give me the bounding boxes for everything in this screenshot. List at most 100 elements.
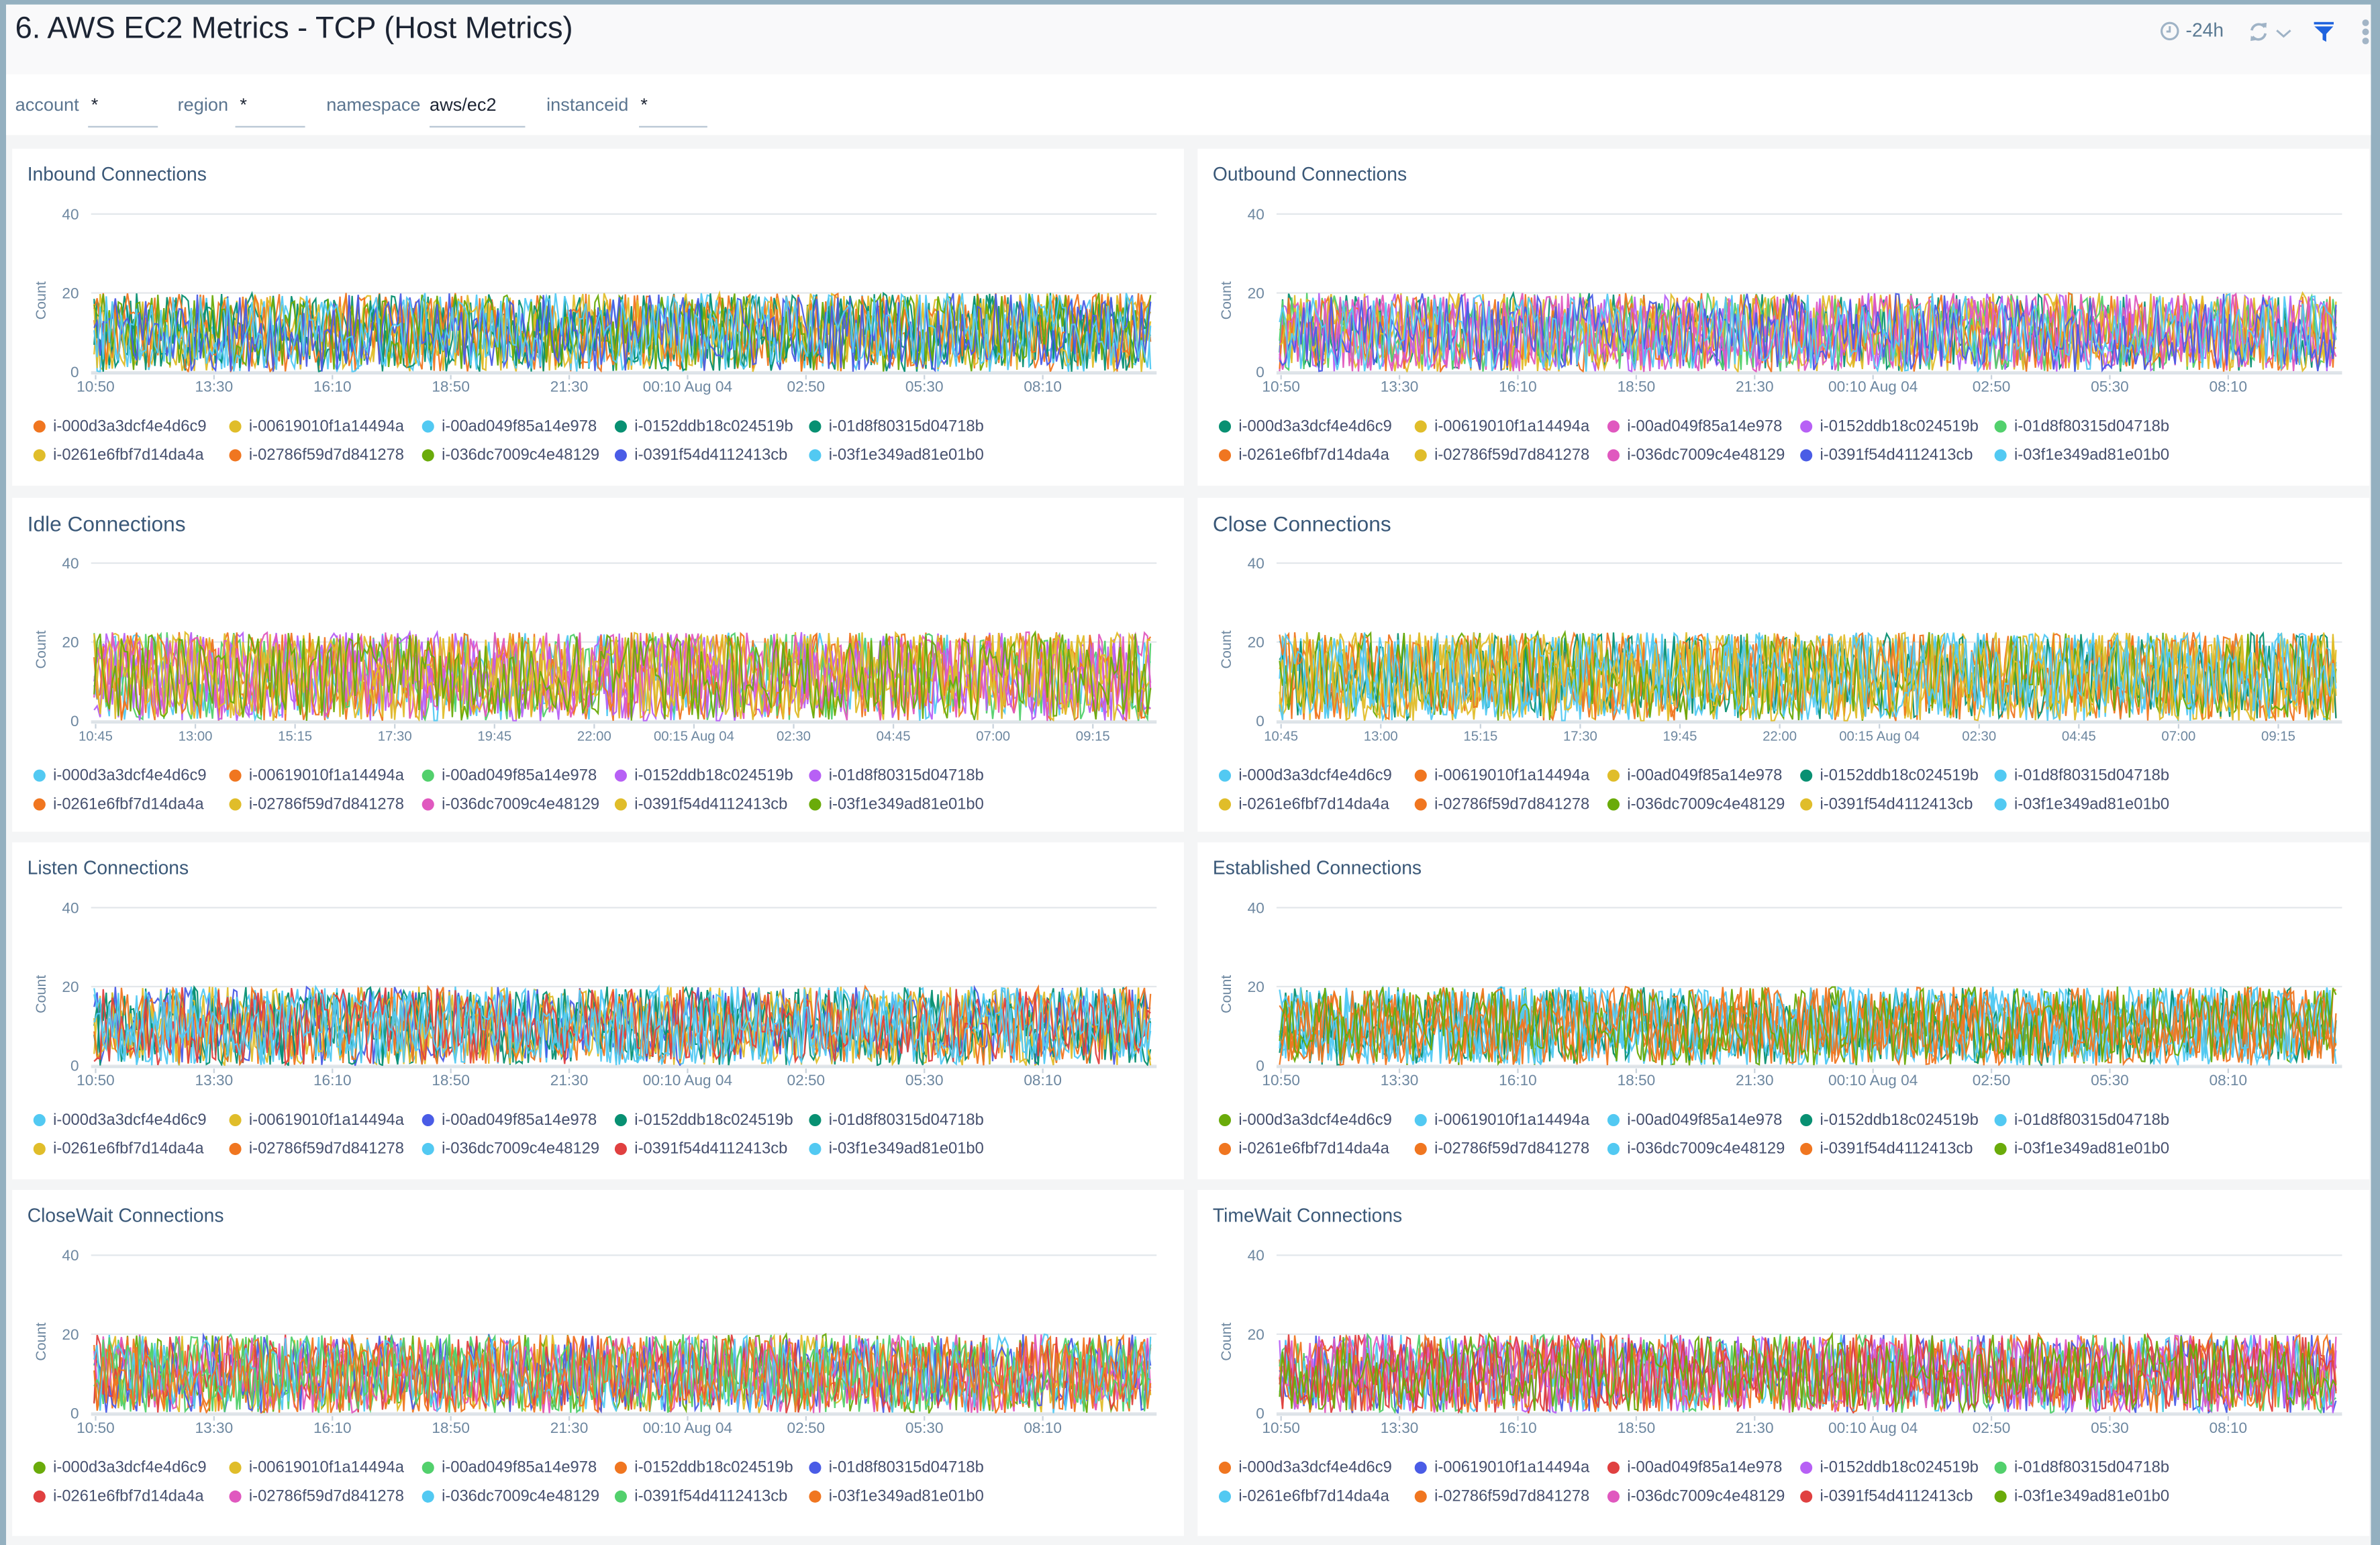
legend-item[interactable]: i-0152ddb18c024519b bbox=[1800, 1458, 1979, 1477]
legend-item[interactable]: i-036dc7009c4e48129 bbox=[1607, 1140, 1785, 1158]
legend-item[interactable]: i-00ad049f85a14e978 bbox=[1607, 1111, 1782, 1130]
legend-item[interactable]: i-00619010f1a14494a bbox=[1414, 1111, 1589, 1130]
series-line[interactable] bbox=[93, 984, 1152, 1067]
legend-item[interactable]: i-0152ddb18c024519b bbox=[1800, 417, 1979, 436]
legend-item[interactable]: i-0261e6fbf7d14da4a bbox=[1218, 1140, 1389, 1158]
series-line[interactable] bbox=[93, 1332, 1152, 1414]
panel-title[interactable]: CloseWait Connections bbox=[27, 1205, 224, 1227]
legend-item[interactable]: i-0391f54d4112413cb bbox=[614, 795, 787, 813]
legend-item[interactable]: i-01d8f80315d04718b bbox=[809, 417, 984, 436]
series-line[interactable] bbox=[93, 632, 1152, 722]
legend-item[interactable]: i-036dc7009c4e48129 bbox=[1607, 446, 1785, 464]
legend-item[interactable]: i-01d8f80315d04718b bbox=[809, 1111, 984, 1130]
legend-item[interactable]: i-03f1e349ad81e01b0 bbox=[1994, 795, 2169, 813]
series-line[interactable] bbox=[1279, 293, 2337, 374]
legend-item[interactable]: i-036dc7009c4e48129 bbox=[1607, 1487, 1785, 1505]
series-line[interactable] bbox=[1279, 632, 2337, 721]
series-line[interactable] bbox=[1279, 1332, 2337, 1415]
legend-item[interactable]: i-01d8f80315d04718b bbox=[1994, 1111, 2169, 1130]
legend-item[interactable]: i-0152ddb18c024519b bbox=[1800, 766, 1979, 785]
legend-item[interactable]: i-02786f59d7d841278 bbox=[229, 1487, 404, 1505]
legend-item[interactable]: i-0391f54d4112413cb bbox=[1800, 1140, 1973, 1158]
region-field[interactable]: * bbox=[240, 94, 247, 115]
legend-item[interactable]: i-00619010f1a14494a bbox=[1414, 1458, 1589, 1477]
series-line[interactable] bbox=[93, 631, 1151, 722]
series-line[interactable] bbox=[93, 987, 1152, 1068]
legend-item[interactable]: i-000d3a3dcf4e4d6c9 bbox=[1218, 1458, 1392, 1477]
legend-item[interactable]: i-01d8f80315d04718b bbox=[1994, 417, 2169, 436]
legend-item[interactable]: i-0391f54d4112413cb bbox=[614, 1487, 787, 1505]
legend-item[interactable]: i-0261e6fbf7d14da4a bbox=[33, 446, 204, 464]
legend-item[interactable]: i-000d3a3dcf4e4d6c9 bbox=[1218, 766, 1392, 785]
legend-item[interactable]: i-0391f54d4112413cb bbox=[1800, 446, 1973, 464]
legend-item[interactable]: i-01d8f80315d04718b bbox=[1994, 1458, 2169, 1477]
series-line[interactable] bbox=[93, 631, 1152, 721]
series-line[interactable] bbox=[93, 293, 1152, 374]
legend-item[interactable]: i-036dc7009c4e48129 bbox=[422, 1487, 599, 1505]
legend-item[interactable]: i-01d8f80315d04718b bbox=[809, 1458, 984, 1477]
legend-item[interactable]: i-000d3a3dcf4e4d6c9 bbox=[1218, 1111, 1392, 1130]
series-line[interactable] bbox=[1279, 986, 2337, 1066]
legend-item[interactable]: i-000d3a3dcf4e4d6c9 bbox=[33, 1458, 207, 1477]
series-line[interactable] bbox=[93, 1334, 1152, 1415]
legend-item[interactable]: i-000d3a3dcf4e4d6c9 bbox=[33, 766, 207, 785]
legend-item[interactable]: i-02786f59d7d841278 bbox=[229, 1140, 404, 1158]
legend-item[interactable]: i-0261e6fbf7d14da4a bbox=[1218, 795, 1389, 813]
filter-icon[interactable] bbox=[2313, 21, 2334, 47]
legend-item[interactable]: i-03f1e349ad81e01b0 bbox=[1994, 1140, 2169, 1158]
legend-item[interactable]: i-0261e6fbf7d14da4a bbox=[1218, 446, 1389, 464]
legend-item[interactable]: i-03f1e349ad81e01b0 bbox=[1994, 1487, 2169, 1505]
legend-item[interactable]: i-000d3a3dcf4e4d6c9 bbox=[33, 1111, 207, 1130]
series-line[interactable] bbox=[93, 293, 1152, 373]
series-line[interactable] bbox=[93, 1334, 1151, 1414]
legend-item[interactable]: i-00ad049f85a14e978 bbox=[422, 1458, 597, 1477]
panel-title[interactable]: Close Connections bbox=[1212, 511, 1391, 536]
series-line[interactable] bbox=[93, 987, 1151, 1067]
clock-icon[interactable] bbox=[2160, 21, 2179, 46]
legend-item[interactable]: i-03f1e349ad81e01b0 bbox=[1994, 446, 2169, 464]
legend-item[interactable]: i-000d3a3dcf4e4d6c9 bbox=[1218, 417, 1392, 436]
legend-item[interactable]: i-0152ddb18c024519b bbox=[614, 766, 793, 785]
legend-item[interactable]: i-0391f54d4112413cb bbox=[1800, 1487, 1973, 1505]
series-line[interactable] bbox=[1279, 292, 2337, 372]
legend-item[interactable]: i-00ad049f85a14e978 bbox=[422, 417, 597, 436]
legend-item[interactable]: i-0391f54d4112413cb bbox=[614, 1140, 787, 1158]
chevron-down-icon[interactable] bbox=[2275, 23, 2292, 44]
legend-item[interactable]: i-0261e6fbf7d14da4a bbox=[1218, 1487, 1389, 1505]
legend-item[interactable]: i-00ad049f85a14e978 bbox=[1607, 417, 1782, 436]
legend-item[interactable]: i-00619010f1a14494a bbox=[1414, 417, 1589, 436]
series-line[interactable] bbox=[1279, 986, 2336, 1067]
more-vertical-icon[interactable] bbox=[2362, 18, 2369, 50]
legend-item[interactable]: i-0152ddb18c024519b bbox=[1800, 1111, 1979, 1130]
series-line[interactable] bbox=[93, 984, 1152, 1067]
legend-item[interactable]: i-0261e6fbf7d14da4a bbox=[33, 1140, 204, 1158]
legend-item[interactable]: i-036dc7009c4e48129 bbox=[422, 1140, 599, 1158]
legend-item[interactable]: i-01d8f80315d04718b bbox=[1994, 766, 2169, 785]
panel-title[interactable]: Listen Connections bbox=[27, 857, 189, 879]
legend-item[interactable]: i-0152ddb18c024519b bbox=[614, 1111, 793, 1130]
panel-title[interactable]: Inbound Connections bbox=[27, 164, 207, 185]
time-range-button[interactable]: -24h bbox=[2185, 19, 2224, 42]
series-line[interactable] bbox=[93, 1333, 1152, 1413]
series-line[interactable] bbox=[93, 630, 1152, 721]
legend-item[interactable]: i-01d8f80315d04718b bbox=[809, 766, 984, 785]
legend-item[interactable]: i-036dc7009c4e48129 bbox=[422, 795, 599, 813]
legend-item[interactable]: i-02786f59d7d841278 bbox=[1414, 1487, 1589, 1505]
legend-item[interactable]: i-03f1e349ad81e01b0 bbox=[809, 795, 984, 813]
legend-item[interactable]: i-00619010f1a14494a bbox=[229, 766, 404, 785]
series-line[interactable] bbox=[1279, 1334, 2337, 1415]
legend-item[interactable]: i-00619010f1a14494a bbox=[229, 417, 404, 436]
legend-item[interactable]: i-02786f59d7d841278 bbox=[229, 795, 404, 813]
panel-title[interactable]: Idle Connections bbox=[27, 511, 186, 536]
legend-item[interactable]: i-0261e6fbf7d14da4a bbox=[33, 1487, 204, 1505]
legend-item[interactable]: i-036dc7009c4e48129 bbox=[1607, 795, 1785, 813]
legend-item[interactable]: i-03f1e349ad81e01b0 bbox=[809, 446, 984, 464]
panel-title[interactable]: TimeWait Connections bbox=[1212, 1205, 1403, 1227]
legend-item[interactable]: i-00619010f1a14494a bbox=[1414, 766, 1589, 785]
panel-title[interactable]: Established Connections bbox=[1212, 857, 1422, 879]
legend-item[interactable]: i-00ad049f85a14e978 bbox=[422, 1111, 597, 1130]
legend-item[interactable]: i-00ad049f85a14e978 bbox=[1607, 766, 1782, 785]
legend-item[interactable]: i-00619010f1a14494a bbox=[229, 1458, 404, 1477]
namespace-field[interactable]: aws/ec2 bbox=[429, 94, 497, 115]
series-line[interactable] bbox=[93, 293, 1152, 372]
